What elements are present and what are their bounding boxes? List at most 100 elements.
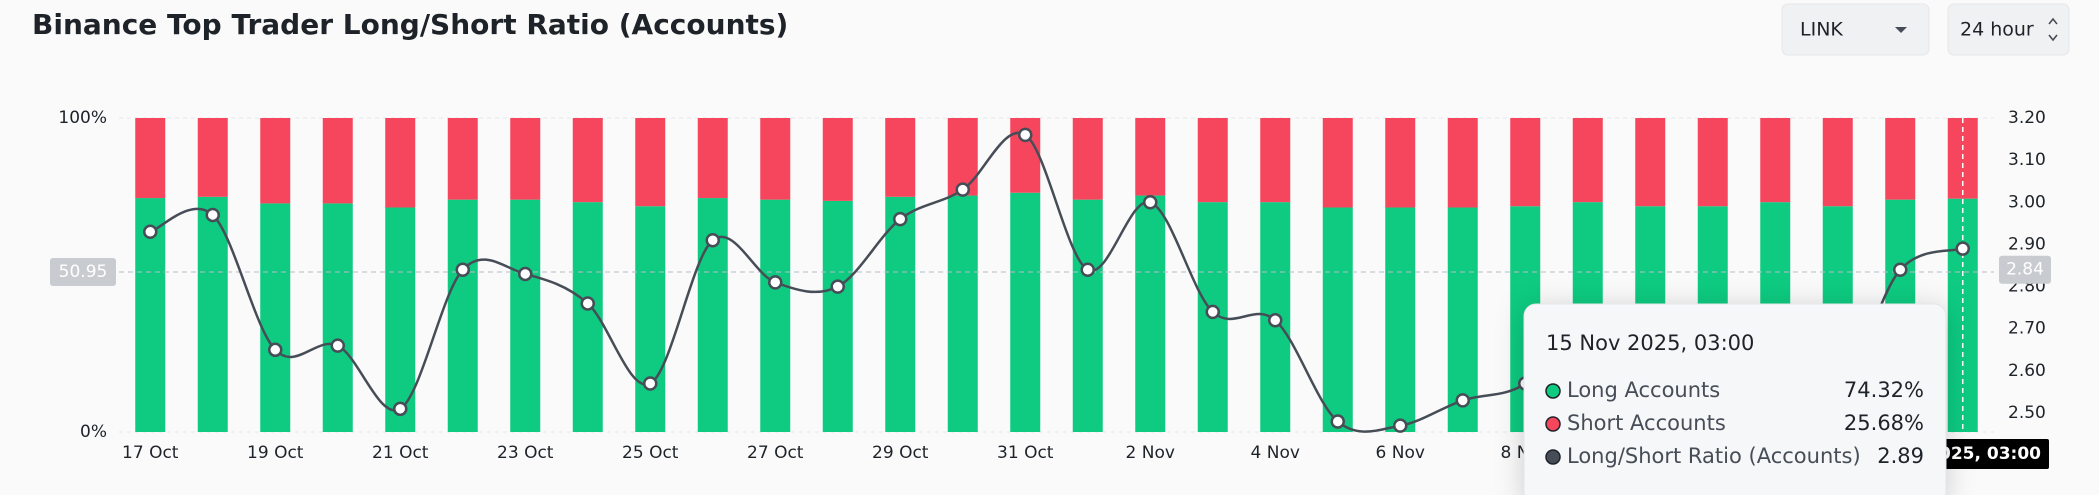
bar-segment: [1135, 195, 1166, 432]
y2-tick-label: 3.10: [2008, 150, 2046, 170]
x-tick-label: 2 Nov: [1126, 443, 1175, 463]
bar-segment: [197, 196, 228, 432]
bar-segment: [697, 118, 728, 199]
x-tick-label: 4 Nov: [1251, 443, 1300, 463]
ratio-point: [1143, 195, 1158, 210]
bar-segment: [322, 203, 353, 432]
tooltip-series-name: Short Accounts: [1567, 411, 1726, 435]
x-tick-label: 31 Oct: [997, 443, 1054, 463]
crosshair-y-label: 50.95: [59, 262, 108, 282]
tooltip-dot: [1545, 383, 1561, 399]
x-tick-label: 6 Nov: [1376, 443, 1425, 463]
bar-segment: [1072, 199, 1103, 432]
ratio-point: [893, 211, 908, 227]
bar-segment: [1135, 118, 1166, 196]
bar-segment: [1322, 207, 1353, 432]
x-tick-label: 27 Oct: [747, 443, 804, 463]
x-tick-label: 19 Oct: [247, 443, 304, 463]
bar-segment: [1322, 118, 1353, 208]
bar-segment: [260, 118, 291, 204]
ratio-point: [1080, 262, 1095, 277]
bar-segment: [1822, 118, 1853, 207]
bar-segment: [135, 118, 166, 199]
ratio-point: [393, 401, 408, 417]
tooltip: 15 Nov 2025, 03:00 Long Accounts 74.32% Sho…: [1523, 303, 1947, 495]
select-value[interactable]: 24 hour: [1960, 19, 2034, 41]
y2-tick-label: 3.00: [2008, 192, 2046, 212]
bar-segment: [1947, 198, 1978, 432]
bar-segment: [1385, 207, 1416, 432]
bar-segment: [1447, 118, 1478, 208]
ratio-point: [643, 376, 658, 391]
bar-segment: [760, 199, 791, 432]
tooltip-series-name: Long/Short Ratio (Accounts): [1567, 444, 1861, 468]
tooltip-title: 15 Nov 2025, 03:00: [1546, 331, 1754, 355]
y2-tick-label: 2.50: [2008, 403, 2046, 423]
y-tick-label: 0%: [80, 422, 107, 442]
y2-tick-label: 2.60: [2008, 361, 2046, 381]
ratio-point: [1955, 241, 1970, 256]
tooltip-series-name: Long Accounts: [1567, 378, 1720, 402]
bar-segment: [635, 206, 666, 432]
bar-segment: [1885, 118, 1916, 200]
crosshair-y-box: [50, 258, 116, 287]
x-tick-label: 21 Oct: [372, 443, 429, 463]
bar-segment: [1197, 118, 1228, 203]
ratio-point: [955, 182, 970, 197]
select-box[interactable]: [1781, 3, 1930, 56]
ratio-point: [1393, 418, 1408, 433]
bar-segment: [822, 118, 853, 201]
ratio-point: [518, 266, 533, 282]
bar-segment: [885, 118, 916, 197]
select-box[interactable]: [1947, 3, 2070, 56]
tooltip-value: 25.68%: [1844, 411, 1924, 435]
bar-segment: [447, 118, 478, 200]
select-value[interactable]: LINK: [1800, 19, 1843, 41]
period-select[interactable]: 24 hour: [1947, 3, 2070, 56]
ratio-point: [205, 207, 220, 223]
bar-segment: [947, 195, 978, 432]
ratio-point: [1330, 414, 1345, 429]
symbol-select[interactable]: LINK: [1781, 3, 1930, 56]
ratio-point: [1268, 313, 1283, 328]
bar-segment: [1385, 118, 1416, 208]
bar-segment: [385, 207, 416, 432]
bar-segment: [197, 118, 228, 197]
tooltip-value: 74.32%: [1844, 378, 1924, 402]
tooltip-dot: [1545, 416, 1561, 432]
bar-segment: [1010, 192, 1041, 432]
bar-segment: [635, 118, 666, 207]
x-tick-label: 17 Oct: [122, 443, 179, 463]
x-tick-label: 23 Oct: [497, 443, 554, 463]
bar-segment: [510, 199, 541, 432]
bar-segment: [885, 196, 916, 432]
ratio-point: [143, 224, 158, 240]
bar-segment: [322, 118, 353, 204]
ratio-point: [1455, 393, 1470, 408]
bar-segment: [447, 199, 478, 432]
bar-segment: [1760, 118, 1791, 203]
ratio-point: [705, 232, 720, 248]
ratio-point: [768, 275, 783, 290]
crosshair-y2-label: 2.84: [2006, 260, 2044, 280]
bar-segment: [572, 118, 603, 203]
tooltip-dot: [1545, 449, 1561, 465]
dropdown-arrow: [1895, 27, 1907, 33]
ratio-point: [1018, 127, 1033, 143]
bar-segment: [1635, 118, 1666, 207]
ratio-point: [830, 279, 845, 294]
x-tick-label: 25 Oct: [622, 443, 679, 463]
y2-tick-label: 3.20: [2008, 108, 2046, 128]
crosshair-y2-box: [1999, 255, 2051, 284]
y2-tick-label: 2.70: [2008, 319, 2046, 339]
bar-segment: [1697, 118, 1728, 207]
stepper-icon: [2048, 17, 2058, 42]
bar-segment: [1572, 118, 1603, 203]
y-tick-label: 100%: [58, 108, 107, 128]
ratio-point: [455, 262, 470, 277]
bar-segment: [1072, 118, 1103, 200]
bar-segment: [385, 118, 416, 208]
bar-segment: [260, 203, 291, 432]
ratio-point: [330, 338, 345, 353]
